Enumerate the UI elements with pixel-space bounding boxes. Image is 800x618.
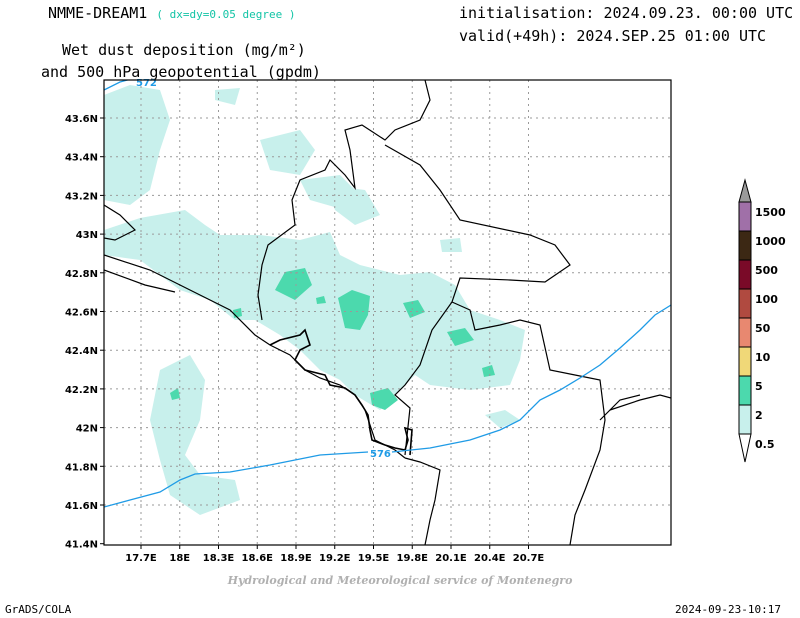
lon-tick-label: 19.8E [396,553,428,564]
model-name: NMME-DREAM1 [48,4,148,22]
init-time: initialisation: 2024.09.23. 00:00 UTC [459,4,794,22]
deposition-area [370,388,398,410]
render-timestamp: 2024-09-23-10:17 [675,603,781,616]
deposition-area [485,410,520,428]
legend-label: 5 [755,380,763,393]
deposition-field [104,85,525,515]
deposition-area [150,355,240,515]
lat-tick-label: 41.8N [65,462,98,473]
lat-tick-label: 43.6N [65,114,98,125]
lat-tick-label: 41.6N [65,501,98,512]
legend-swatch [738,375,752,406]
geopotential-contours [104,80,671,508]
border [404,457,441,545]
lat-tick-label: 42.2N [65,385,98,396]
lat-tick-label: 42.6N [65,308,98,319]
legend-label: 50 [755,322,771,335]
field-title-line1: Wet dust deposition (mg/m²) [62,41,306,59]
legend-label: 0.5 [755,438,775,451]
deposition-area [370,340,410,368]
legend-label: 100 [755,293,778,306]
deposition-area [338,290,370,330]
legend-label: 1000 [755,235,786,248]
legend-arrow-top [738,178,752,203]
lon-tick-label: 20.1E [435,553,467,564]
border [257,80,431,321]
lat-tick-label: 42.4N [65,346,98,357]
deposition-area [180,240,240,275]
model-title: NMME-DREAM1 ( dx=dy=0.05 degree ) [48,4,295,22]
border [451,301,606,545]
border [599,394,641,421]
deposition-area [447,328,474,346]
legend-arrow-bottom [738,433,752,463]
contour-label-576: 576 [370,449,391,460]
map-axes: 17.7E 18E 18.3E 18.6E 18.9E 19.2E 19.5E 19.8E 20… [65,114,544,564]
legend-label: 10 [755,351,771,364]
deposition-area [170,388,180,400]
deposition-area [325,185,380,225]
lat-tick-label: 42.8N [65,269,98,280]
lon-tick-label: 18E [169,553,190,564]
lat-tick-label: 43N [76,230,98,241]
coastline [104,254,406,459]
legend-label: 500 [755,264,778,277]
contour-572 [104,80,131,91]
legend-swatch [738,288,752,319]
coastlines-borders [104,80,671,545]
lat-tick-label: 43.4N [65,153,98,164]
contour-label-572: 572 [136,78,157,89]
legend-label: 1500 [755,206,786,219]
legend-swatch [738,259,752,290]
lon-tick-label: 18.6E [241,553,273,564]
lat-tick-label: 42N [76,424,98,435]
deposition-area [215,88,240,105]
deposition-legend: 1500 1000 500 100 50 10 5 2 0.5 [738,178,786,463]
coastline [269,328,413,456]
legend-swatch [738,317,752,348]
lon-tick-label: 19.5E [358,553,390,564]
field-title-line2: and 500 hPa geopotential (gpdm) [41,63,321,81]
contour-576 [391,304,671,453]
lat-tick-label: 41.4N [65,540,98,551]
coastline [104,269,176,293]
map-grid [104,80,671,545]
contour-576 [104,451,369,508]
deposition-area [275,268,312,300]
deposition-area [316,296,326,304]
deposition-area [260,130,315,175]
deposition-area [403,300,425,318]
lon-tick-label: 20.4E [474,553,506,564]
legend-swatch [738,404,752,435]
border [384,144,571,456]
legend-swatch [738,346,752,377]
credit-line: Hydrological and Meteorological service … [227,574,573,587]
resolution-note: ( dx=dy=0.05 degree ) [156,8,296,21]
legend-swatch [738,230,752,261]
legend-label: 2 [755,409,763,422]
coastline [104,204,137,241]
deposition-area [482,365,495,377]
lon-tick-label: 18.9E [280,553,312,564]
lon-tick-label: 19.2E [319,553,351,564]
deposition-area [104,85,170,205]
plot-frame [103,79,672,546]
border [609,394,671,411]
valid-time: valid(+49h): 2024.SEP.25 01:00 UTC [459,27,767,45]
legend-swatch [738,201,752,232]
lat-tick-label: 43.2N [65,191,98,202]
lon-tick-label: 18.3E [203,553,235,564]
software-label: GrADS/COLA [5,603,72,616]
deposition-area [440,238,462,252]
lon-tick-label: 17.7E [125,553,157,564]
lon-tick-label: 20.7E [513,553,545,564]
